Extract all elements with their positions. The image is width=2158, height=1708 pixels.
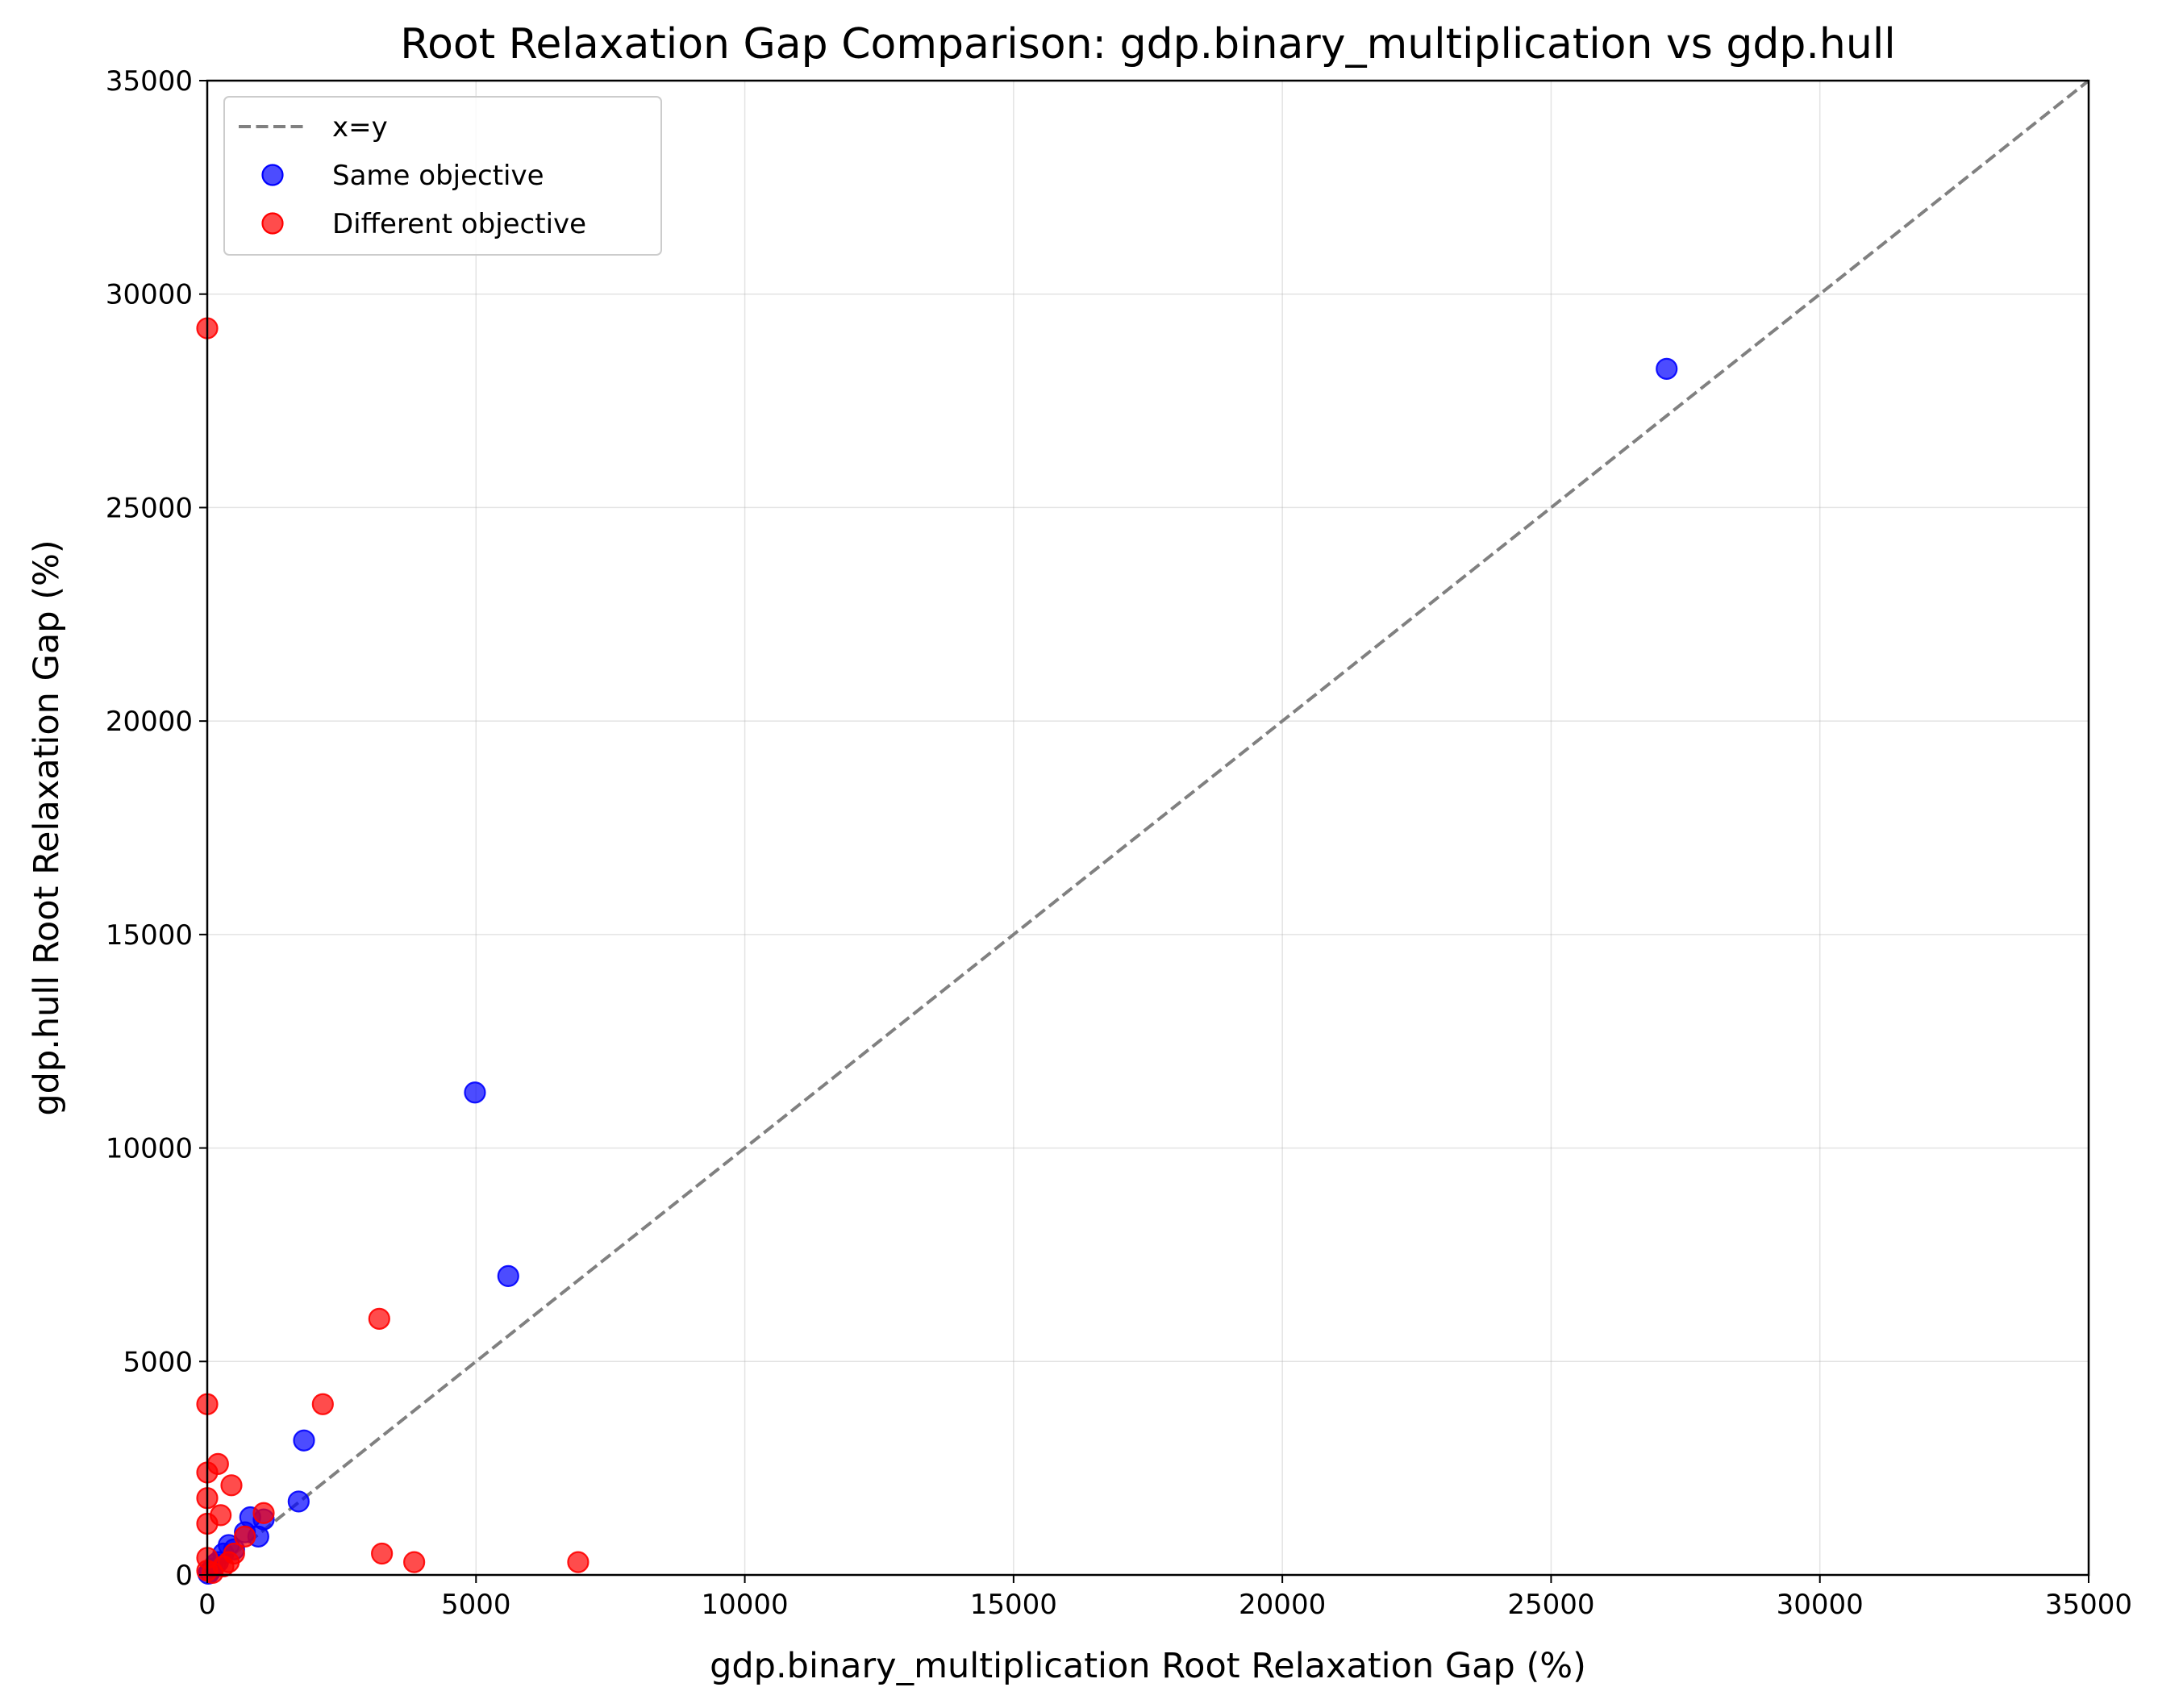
x-tick-label: 35000 [2045, 1589, 2132, 1621]
chart-title: Root Relaxation Gap Comparison: gdp.bina… [400, 20, 1895, 69]
y-tick-label: 15000 [106, 919, 193, 952]
same-objective-point [464, 1081, 486, 1104]
legend-label-identity: x=y [332, 111, 388, 144]
reference-line-layer [206, 79, 2090, 1577]
different-objective-point [210, 1504, 232, 1527]
y-tick-label: 0 [175, 1560, 193, 1592]
legend-label-different-objective: Different objective [332, 208, 586, 240]
legend-box [223, 96, 662, 256]
x-tick-label: 0 [198, 1589, 216, 1621]
same-objective-point [287, 1490, 310, 1513]
y-tick-label: 25000 [106, 492, 193, 524]
data-points [196, 317, 1678, 1585]
x-tick-label: 5000 [441, 1589, 511, 1621]
x-tick-label: 15000 [970, 1589, 1057, 1621]
x-tick-label: 30000 [1777, 1589, 1864, 1621]
y-tick-label: 35000 [106, 65, 193, 98]
y-tick-label: 30000 [106, 279, 193, 311]
x-tick-label: 10000 [701, 1589, 788, 1621]
different-objective-point [202, 1561, 224, 1584]
identity-line [206, 79, 2090, 1577]
x-tick-label: 20000 [1239, 1589, 1326, 1621]
plot-frame [206, 79, 2090, 1577]
different-objective-point [567, 1551, 589, 1573]
different-objective-point [234, 1525, 256, 1548]
legend-marker-same-objective [261, 164, 284, 186]
x-tick-label: 25000 [1507, 1589, 1594, 1621]
different-objective-point [368, 1307, 390, 1330]
y-tick-label: 5000 [123, 1346, 193, 1378]
same-objective-point [293, 1429, 315, 1452]
axis-ticks: 0 5000 10000 15000 20000 25000 30000 35000 0 5000… [106, 65, 2132, 1621]
legend: x=y Same objective Different objective [223, 96, 662, 256]
y-axis-title: gdp.hull Root Relaxation Gap (%) [27, 539, 67, 1115]
same-objective-point [1656, 357, 1678, 380]
y-tick-label: 20000 [106, 706, 193, 738]
same-objective-point [497, 1264, 519, 1288]
x-axis-title: gdp.binary_multiplication Root Relaxatio… [710, 1646, 1586, 1686]
y-tick-label: 10000 [106, 1133, 193, 1165]
different-objective-point [311, 1393, 334, 1415]
different-objective-point [252, 1502, 275, 1524]
legend-marker-different-objective [261, 212, 284, 235]
different-objective-point [220, 1474, 243, 1497]
different-objective-point [206, 1452, 229, 1475]
different-objective-point [371, 1542, 394, 1565]
different-objective-point [403, 1551, 426, 1573]
legend-label-same-objective: Same objective [332, 160, 544, 192]
